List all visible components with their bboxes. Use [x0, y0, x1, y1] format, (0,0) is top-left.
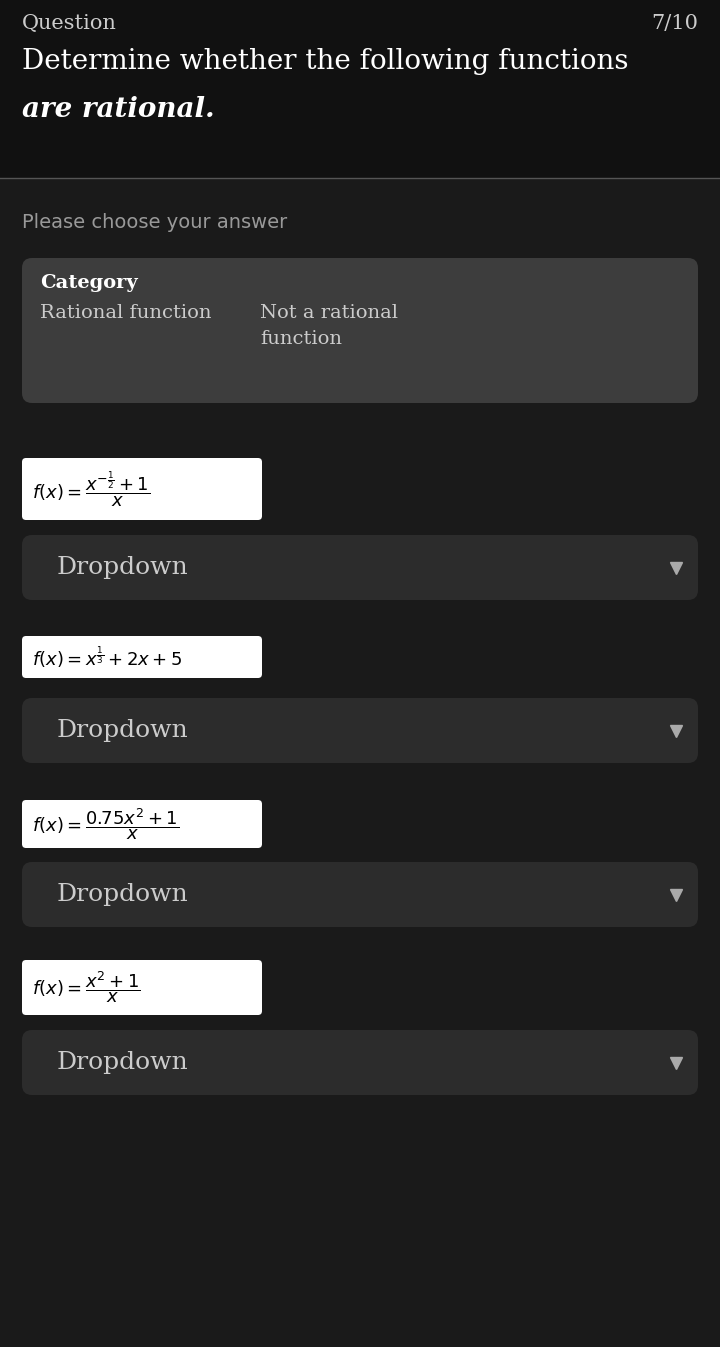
Text: Question: Question: [22, 13, 117, 32]
Text: $\mathit{f}(x) = \dfrac{x^2+1}{x}$: $\mathit{f}(x) = \dfrac{x^2+1}{x}$: [32, 970, 140, 1005]
Text: Please choose your answer: Please choose your answer: [22, 213, 287, 232]
FancyBboxPatch shape: [22, 535, 698, 599]
Text: $\mathit{f}(x) = x^{\frac{1}{3}} + 2x + 5$: $\mathit{f}(x) = x^{\frac{1}{3}} + 2x + …: [32, 644, 182, 669]
FancyBboxPatch shape: [22, 636, 262, 678]
Text: are rational.: are rational.: [22, 96, 215, 123]
Text: Dropdown: Dropdown: [57, 719, 189, 742]
Bar: [0, 178, 720, 1347]
Text: 7/10: 7/10: [651, 13, 698, 32]
Bar: [0, 0, 720, 178]
FancyBboxPatch shape: [22, 1030, 698, 1095]
FancyBboxPatch shape: [22, 960, 262, 1016]
Text: function: function: [260, 330, 342, 348]
FancyBboxPatch shape: [22, 458, 262, 520]
Text: Dropdown: Dropdown: [57, 556, 189, 579]
Text: Dropdown: Dropdown: [57, 884, 189, 907]
FancyBboxPatch shape: [22, 698, 698, 762]
FancyBboxPatch shape: [22, 862, 698, 927]
Text: $\mathit{f}(x) = \dfrac{x^{-\frac{1}{2}}+1}{x}$: $\mathit{f}(x) = \dfrac{x^{-\frac{1}{2}}…: [32, 469, 150, 509]
Text: Rational function: Rational function: [40, 304, 212, 322]
Text: Not a rational: Not a rational: [260, 304, 398, 322]
FancyBboxPatch shape: [22, 259, 698, 403]
Text: Dropdown: Dropdown: [57, 1051, 189, 1074]
Text: $\mathit{f}(x) = \dfrac{0.75x^2+1}{x}$: $\mathit{f}(x) = \dfrac{0.75x^2+1}{x}$: [32, 806, 179, 842]
Text: Determine whether the following functions: Determine whether the following function…: [22, 48, 629, 75]
FancyBboxPatch shape: [22, 800, 262, 849]
Text: Category: Category: [40, 273, 138, 292]
